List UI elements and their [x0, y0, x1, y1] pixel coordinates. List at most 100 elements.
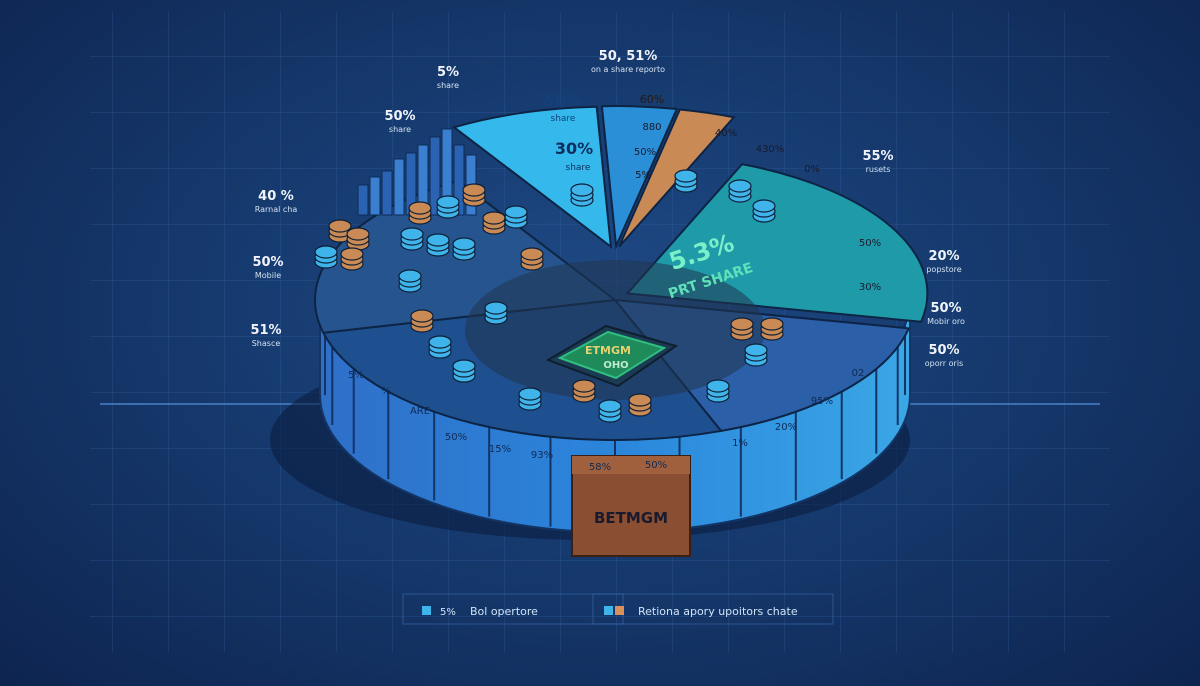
poker-chip: [730, 317, 754, 331]
side-label-value: 50%: [252, 255, 283, 270]
poker-chip: [504, 205, 528, 219]
decorative-bar: [453, 144, 465, 216]
poker-chip: [572, 379, 596, 393]
rim-label: 5%: [348, 370, 364, 381]
side-label-text: share: [389, 125, 411, 134]
pie-slice: [451, 105, 613, 249]
legend-label-0: 5%: [440, 607, 456, 618]
poker-chip: [570, 183, 594, 197]
rim-label: 93%: [531, 450, 553, 461]
decorative-bar: [357, 184, 369, 216]
side-label-text: popstore: [926, 265, 961, 274]
side-label-text: oporr oris: [925, 359, 963, 368]
rim-label: 50%: [445, 432, 467, 443]
rim-label: ARE: [410, 406, 430, 417]
poker-chip: [400, 227, 424, 241]
poker-chip: [628, 393, 652, 407]
slice-inner-label: 30%: [859, 282, 881, 293]
side-label-value: 50%: [928, 343, 959, 358]
poker-chip: [752, 199, 776, 213]
pie-slice: [600, 105, 679, 250]
poker-chip: [452, 237, 476, 251]
poker-chip: [314, 245, 338, 259]
poker-chip: [484, 301, 508, 315]
slice-sub-1: share: [566, 163, 591, 173]
rim-label: 02: [852, 368, 865, 379]
poker-chip: [760, 317, 784, 331]
poker-chip: [462, 183, 486, 197]
brand-block-top: [572, 456, 690, 474]
poker-chip: [346, 227, 370, 241]
side-label-value: 55%: [862, 149, 893, 164]
decorative-bar: [393, 158, 405, 216]
poker-chip: [340, 247, 364, 261]
side-label-text: Mobile: [255, 271, 281, 280]
center-table: ETMGM OHO: [545, 324, 679, 388]
poker-chip: [398, 269, 422, 283]
rim-label: 95%: [811, 396, 833, 407]
slice-label-2: 60%: [640, 93, 664, 106]
side-label-text: share: [437, 81, 459, 90]
slice-sub-0: share: [551, 114, 576, 124]
decorative-bar: [369, 176, 381, 216]
side-label-text: Shasce: [252, 339, 281, 348]
poker-chip: [482, 211, 506, 225]
rim-label: 20%: [775, 422, 797, 433]
side-label-value: 50%: [384, 109, 415, 124]
center-label-top: ETMGM: [585, 344, 631, 357]
slice-inner-label: 50%: [859, 238, 881, 249]
rim-label: 15%: [489, 444, 511, 455]
side-label-value: 50, 51%: [599, 49, 658, 64]
side-label-text: rusets: [866, 165, 891, 174]
poker-chip: [436, 195, 460, 209]
slice-inner-label: 430%: [756, 144, 785, 155]
rim-label: %: [381, 386, 391, 397]
brand-label: BETMGM: [594, 509, 668, 527]
decorative-bar: [381, 170, 393, 216]
rim-label: 58%: [589, 462, 611, 473]
poker-chip: [426, 233, 450, 247]
poker-chips: [314, 169, 784, 423]
rim-labels: 5%% ARE 50% 15% 93% 58% 50% 1% 20% 95% 02: [348, 368, 864, 473]
slice-label-0: 50%: [544, 91, 582, 110]
side-label-value: 5%: [437, 65, 459, 80]
legend-swatch-2b: [615, 606, 624, 615]
slice-inner-label: 40%: [715, 128, 737, 139]
side-label-value: 40 %: [258, 189, 294, 204]
legend-label-1: Bol opertore: [470, 605, 538, 618]
slice-inner-label: 0%: [804, 164, 820, 175]
poker-chip: [520, 247, 544, 261]
center-label-bottom: OHO: [603, 360, 628, 371]
rim-segments: [324, 300, 906, 530]
poker-chip: [452, 359, 476, 373]
poker-chip: [518, 387, 542, 401]
legend-swatch-0: [422, 606, 431, 615]
poker-chip: [598, 399, 622, 413]
poker-chip: [428, 335, 452, 349]
legend-label-2: Retiona apory upoitors chate: [638, 605, 798, 618]
legend-swatch-2: [604, 606, 613, 615]
rim-label: 1%: [732, 438, 748, 449]
side-label-value: 20%: [928, 249, 959, 264]
slice-inner-label: 880: [642, 122, 661, 133]
decorative-bar: [429, 136, 441, 216]
side-label-text: on a share reporto: [591, 65, 665, 74]
poker-chip: [408, 201, 432, 215]
side-label-value: 50%: [930, 301, 961, 316]
rim-label: 50%: [645, 460, 667, 471]
side-label-text: Mobir oro: [927, 317, 965, 326]
poker-chip: [410, 309, 434, 323]
side-label-text: Rarnal cha: [255, 205, 298, 214]
poker-chip: [328, 219, 352, 233]
slice-inner-label: 50%: [634, 147, 656, 158]
side-label-value: 51%: [250, 323, 281, 338]
slice-inner-labels: 880 50% 5% 40% 430% 0% 50% 30%: [634, 122, 881, 293]
slice-label-1: 30%: [555, 139, 593, 158]
slice-inner-label: 5%: [635, 170, 651, 181]
poker-chip: [744, 343, 768, 357]
poker-chip: [706, 379, 730, 393]
poker-chip: [674, 169, 698, 183]
poker-chip: [728, 179, 752, 193]
